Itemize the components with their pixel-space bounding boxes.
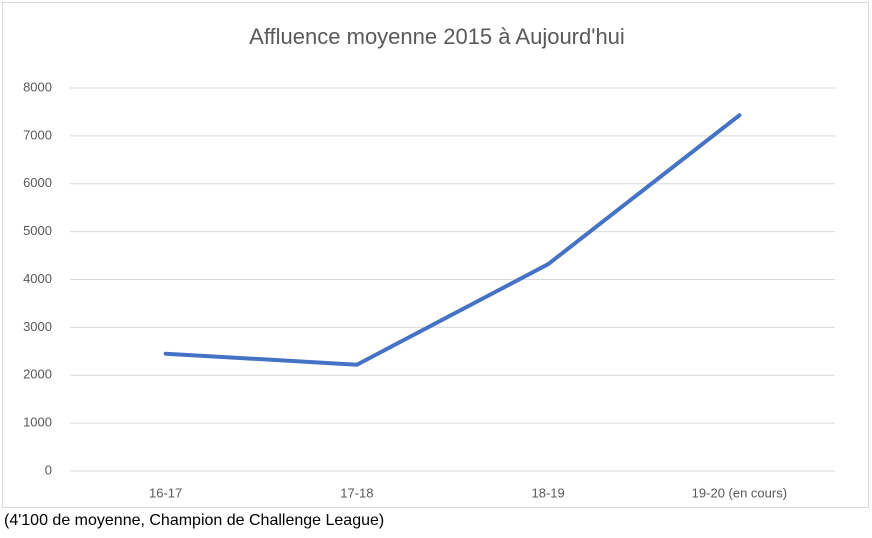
y-tick-label: 5000 <box>23 223 52 238</box>
y-tick-label: 2000 <box>23 367 52 382</box>
y-tick-label: 3000 <box>23 319 52 334</box>
caption: (4'100 de moyenne, Champion de Challenge… <box>4 512 385 529</box>
x-tick-label: 17-18 <box>340 485 373 500</box>
data-line <box>163 113 742 367</box>
y-tick-label: 4000 <box>23 271 52 286</box>
chart: Affluence moyenne 2015 à Aujourd'hui 0 10… <box>2 2 869 508</box>
y-tick-label: 1000 <box>23 415 52 430</box>
chart-frame <box>2 2 869 508</box>
x-tick-label: 18-19 <box>532 485 565 500</box>
chart-title: Affluence moyenne 2015 à Aujourd'hui <box>249 24 625 49</box>
y-tick-label: 6000 <box>23 175 52 190</box>
y-tick-label: 8000 <box>23 79 52 94</box>
y-tick-label: 7000 <box>23 127 52 142</box>
x-tick-label: 16-17 <box>149 485 182 500</box>
y-tick-label: 0 <box>45 462 52 477</box>
x-tick-label: 19-20 (en cours) <box>692 485 787 500</box>
